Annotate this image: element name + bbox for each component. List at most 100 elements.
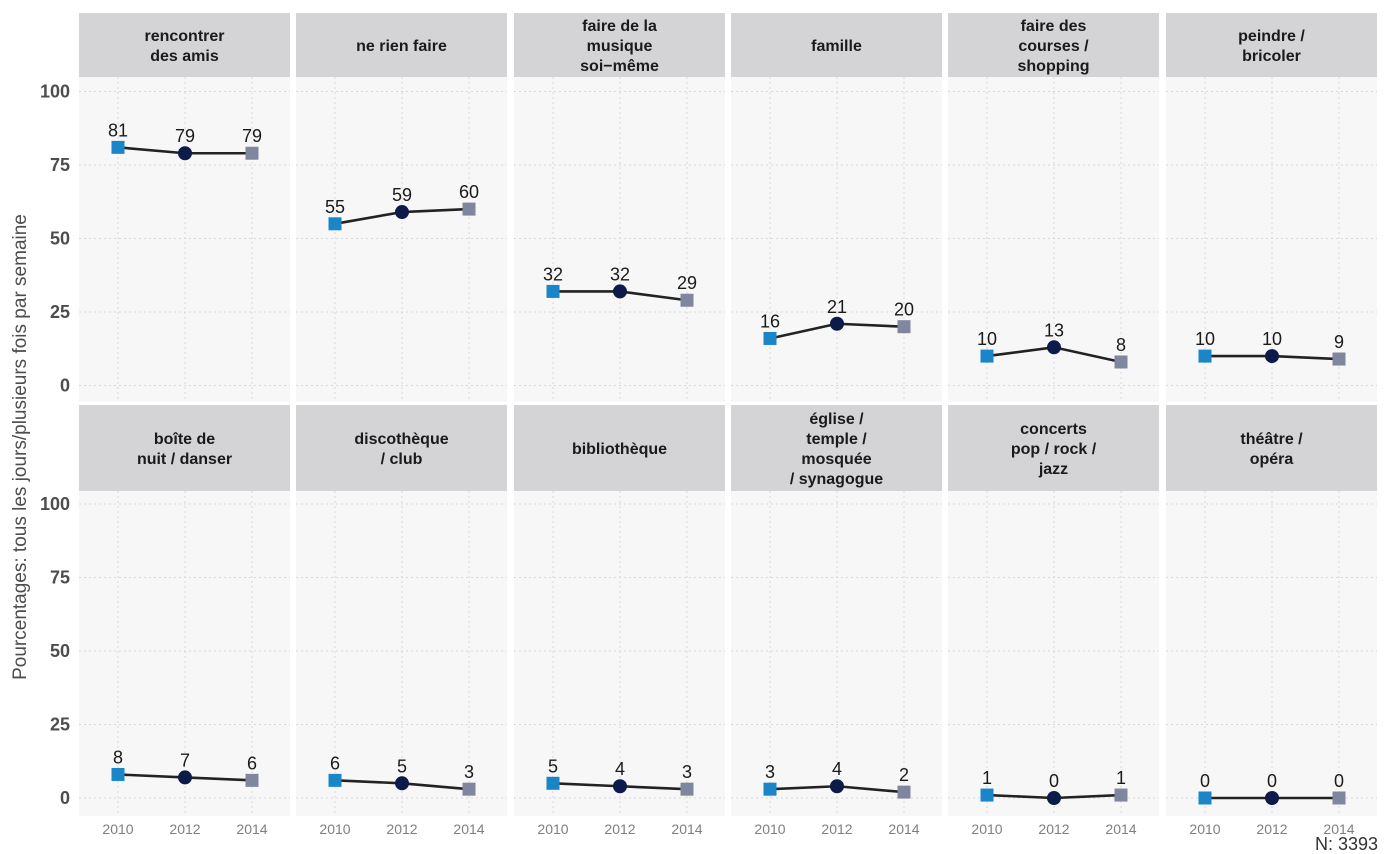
data-label: 4 [832, 759, 842, 779]
data-point-2010 [328, 773, 342, 787]
data-label: 8 [113, 747, 123, 767]
y-tick-label: 75 [50, 155, 70, 175]
data-point-2014 [1332, 791, 1346, 805]
x-tick-label: 2012 [821, 821, 852, 837]
data-label: 5 [397, 756, 407, 776]
x-tick-label: 2014 [453, 821, 484, 837]
x-tick-label: 2010 [971, 821, 1002, 837]
data-point-2014 [897, 785, 911, 799]
data-label: 59 [392, 185, 412, 205]
data-point-2010 [328, 217, 342, 231]
y-tick-label: 100 [40, 494, 70, 514]
panel-strip [731, 405, 942, 491]
panel-title: mosquée [801, 451, 871, 468]
data-point-2014 [1114, 788, 1128, 802]
panel: famille 16 21 20 [731, 13, 942, 402]
data-point-2010 [111, 140, 125, 154]
data-point-2012 [1047, 340, 1061, 355]
data-point-2012 [178, 146, 192, 161]
data-point-2012 [1265, 791, 1279, 805]
panel-title: peindre / [1238, 28, 1305, 45]
panel-strip [296, 405, 507, 491]
data-label: 0 [1200, 771, 1210, 791]
data-point-2010 [546, 284, 560, 298]
data-point-2012 [395, 776, 409, 791]
data-label: 21 [827, 297, 847, 317]
panel: rencontrer des amis 81 79 79 [79, 13, 290, 402]
panel-title: famille [811, 38, 862, 55]
panel-title: bibliothèque [572, 441, 667, 458]
panel: peindre / bricoler 10 10 9 [1166, 13, 1377, 402]
data-label: 10 [1262, 329, 1282, 349]
data-point-2014 [245, 773, 259, 787]
data-label: 81 [108, 120, 128, 140]
panel-strip [1166, 405, 1377, 491]
panel-strip [731, 13, 942, 77]
x-tick-label: 2014 [1105, 821, 1136, 837]
data-label: 0 [1049, 771, 1059, 791]
data-point-2010 [763, 782, 777, 796]
data-label: 3 [682, 762, 692, 782]
data-point-2012 [613, 284, 627, 299]
data-point-2010 [1198, 349, 1212, 363]
panel-title: église / [809, 411, 864, 428]
panel-title: des amis [150, 48, 219, 65]
x-tick-label: 2014 [1323, 821, 1354, 837]
panel-title: soi−même [580, 58, 659, 75]
x-tick-label: 2010 [1189, 821, 1220, 837]
data-point-2010 [980, 349, 994, 363]
data-label: 0 [1334, 771, 1344, 791]
data-label: 6 [330, 753, 340, 773]
panel-title: bricoler [1242, 48, 1301, 65]
panel: faire de la musique soi−même 32 32 29 [514, 13, 725, 402]
data-label: 3 [765, 762, 775, 782]
panel-strip [1166, 13, 1377, 77]
data-label: 10 [977, 329, 997, 349]
data-point-2014 [462, 782, 476, 796]
y-tick-label: 100 [40, 82, 70, 102]
y-tick-label: 25 [50, 715, 70, 735]
x-tick-label: 2012 [1038, 821, 1069, 837]
data-point-2014 [680, 293, 694, 307]
panel-strip [948, 405, 1159, 491]
panel-title: opéra [1250, 451, 1294, 468]
panel-title: rencontrer [144, 28, 224, 45]
data-point-2012 [1265, 349, 1279, 364]
panel-title: discothèque [354, 431, 448, 448]
data-label: 55 [325, 197, 345, 217]
y-tick-label: 0 [60, 376, 70, 396]
data-label: 32 [543, 264, 563, 284]
x-tick-label: 2012 [604, 821, 635, 837]
panel-title: nuit / danser [137, 451, 232, 468]
data-label: 6 [247, 753, 257, 773]
panel-title: musique [587, 38, 653, 55]
data-label: 10 [1195, 329, 1215, 349]
panel-title: jazz [1038, 461, 1068, 478]
panel-title: concerts [1020, 421, 1087, 438]
panel: église / temple / mosquée / synagogue 3 4 2 201… [731, 405, 942, 837]
data-point-2010 [546, 776, 560, 790]
data-label: 0 [1267, 771, 1277, 791]
data-label: 1 [1116, 768, 1126, 788]
x-tick-label: 2012 [169, 821, 200, 837]
data-point-2012 [178, 770, 192, 785]
data-point-2010 [1198, 791, 1212, 805]
x-tick-label: 2010 [102, 821, 133, 837]
y-axis-title: Pourcentages: tous les jours/plusieurs f… [10, 214, 31, 680]
x-tick-label: 2010 [537, 821, 568, 837]
panel-title: théâtre / [1240, 431, 1303, 448]
data-point-2012 [613, 779, 627, 794]
x-tick-label: 2014 [888, 821, 919, 837]
panel-title: faire des [1021, 18, 1087, 35]
data-point-2014 [1114, 355, 1128, 369]
x-tick-label: 2012 [386, 821, 417, 837]
panel: faire des courses / shopping 10 13 8 [948, 13, 1159, 402]
panel-title: / club [381, 451, 423, 468]
panel-strip [514, 405, 725, 491]
panel-title: faire de la [582, 18, 657, 35]
data-point-2014 [462, 202, 476, 216]
panel-title: / synagogue [790, 471, 883, 488]
data-label: 79 [175, 126, 195, 146]
